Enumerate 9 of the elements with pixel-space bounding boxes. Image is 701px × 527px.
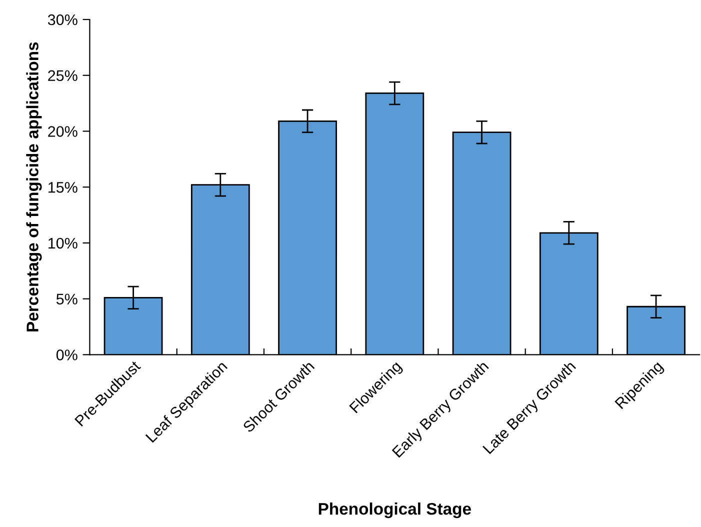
y-tick-label: 30%: [48, 14, 78, 26]
x-axis-title: Phenological Stage: [318, 502, 471, 518]
y-tick-label: 25%: [48, 70, 78, 82]
y-tick-label: 5%: [56, 294, 78, 304]
y-tick-label: 15%: [48, 182, 78, 193]
y-tick-label: 0%: [56, 350, 78, 360]
y-tick-label: 10%: [48, 238, 78, 249]
y-tick-label: 20%: [48, 126, 78, 137]
y-axis-title: Percentage of fungicide applications: [26, 42, 42, 332]
